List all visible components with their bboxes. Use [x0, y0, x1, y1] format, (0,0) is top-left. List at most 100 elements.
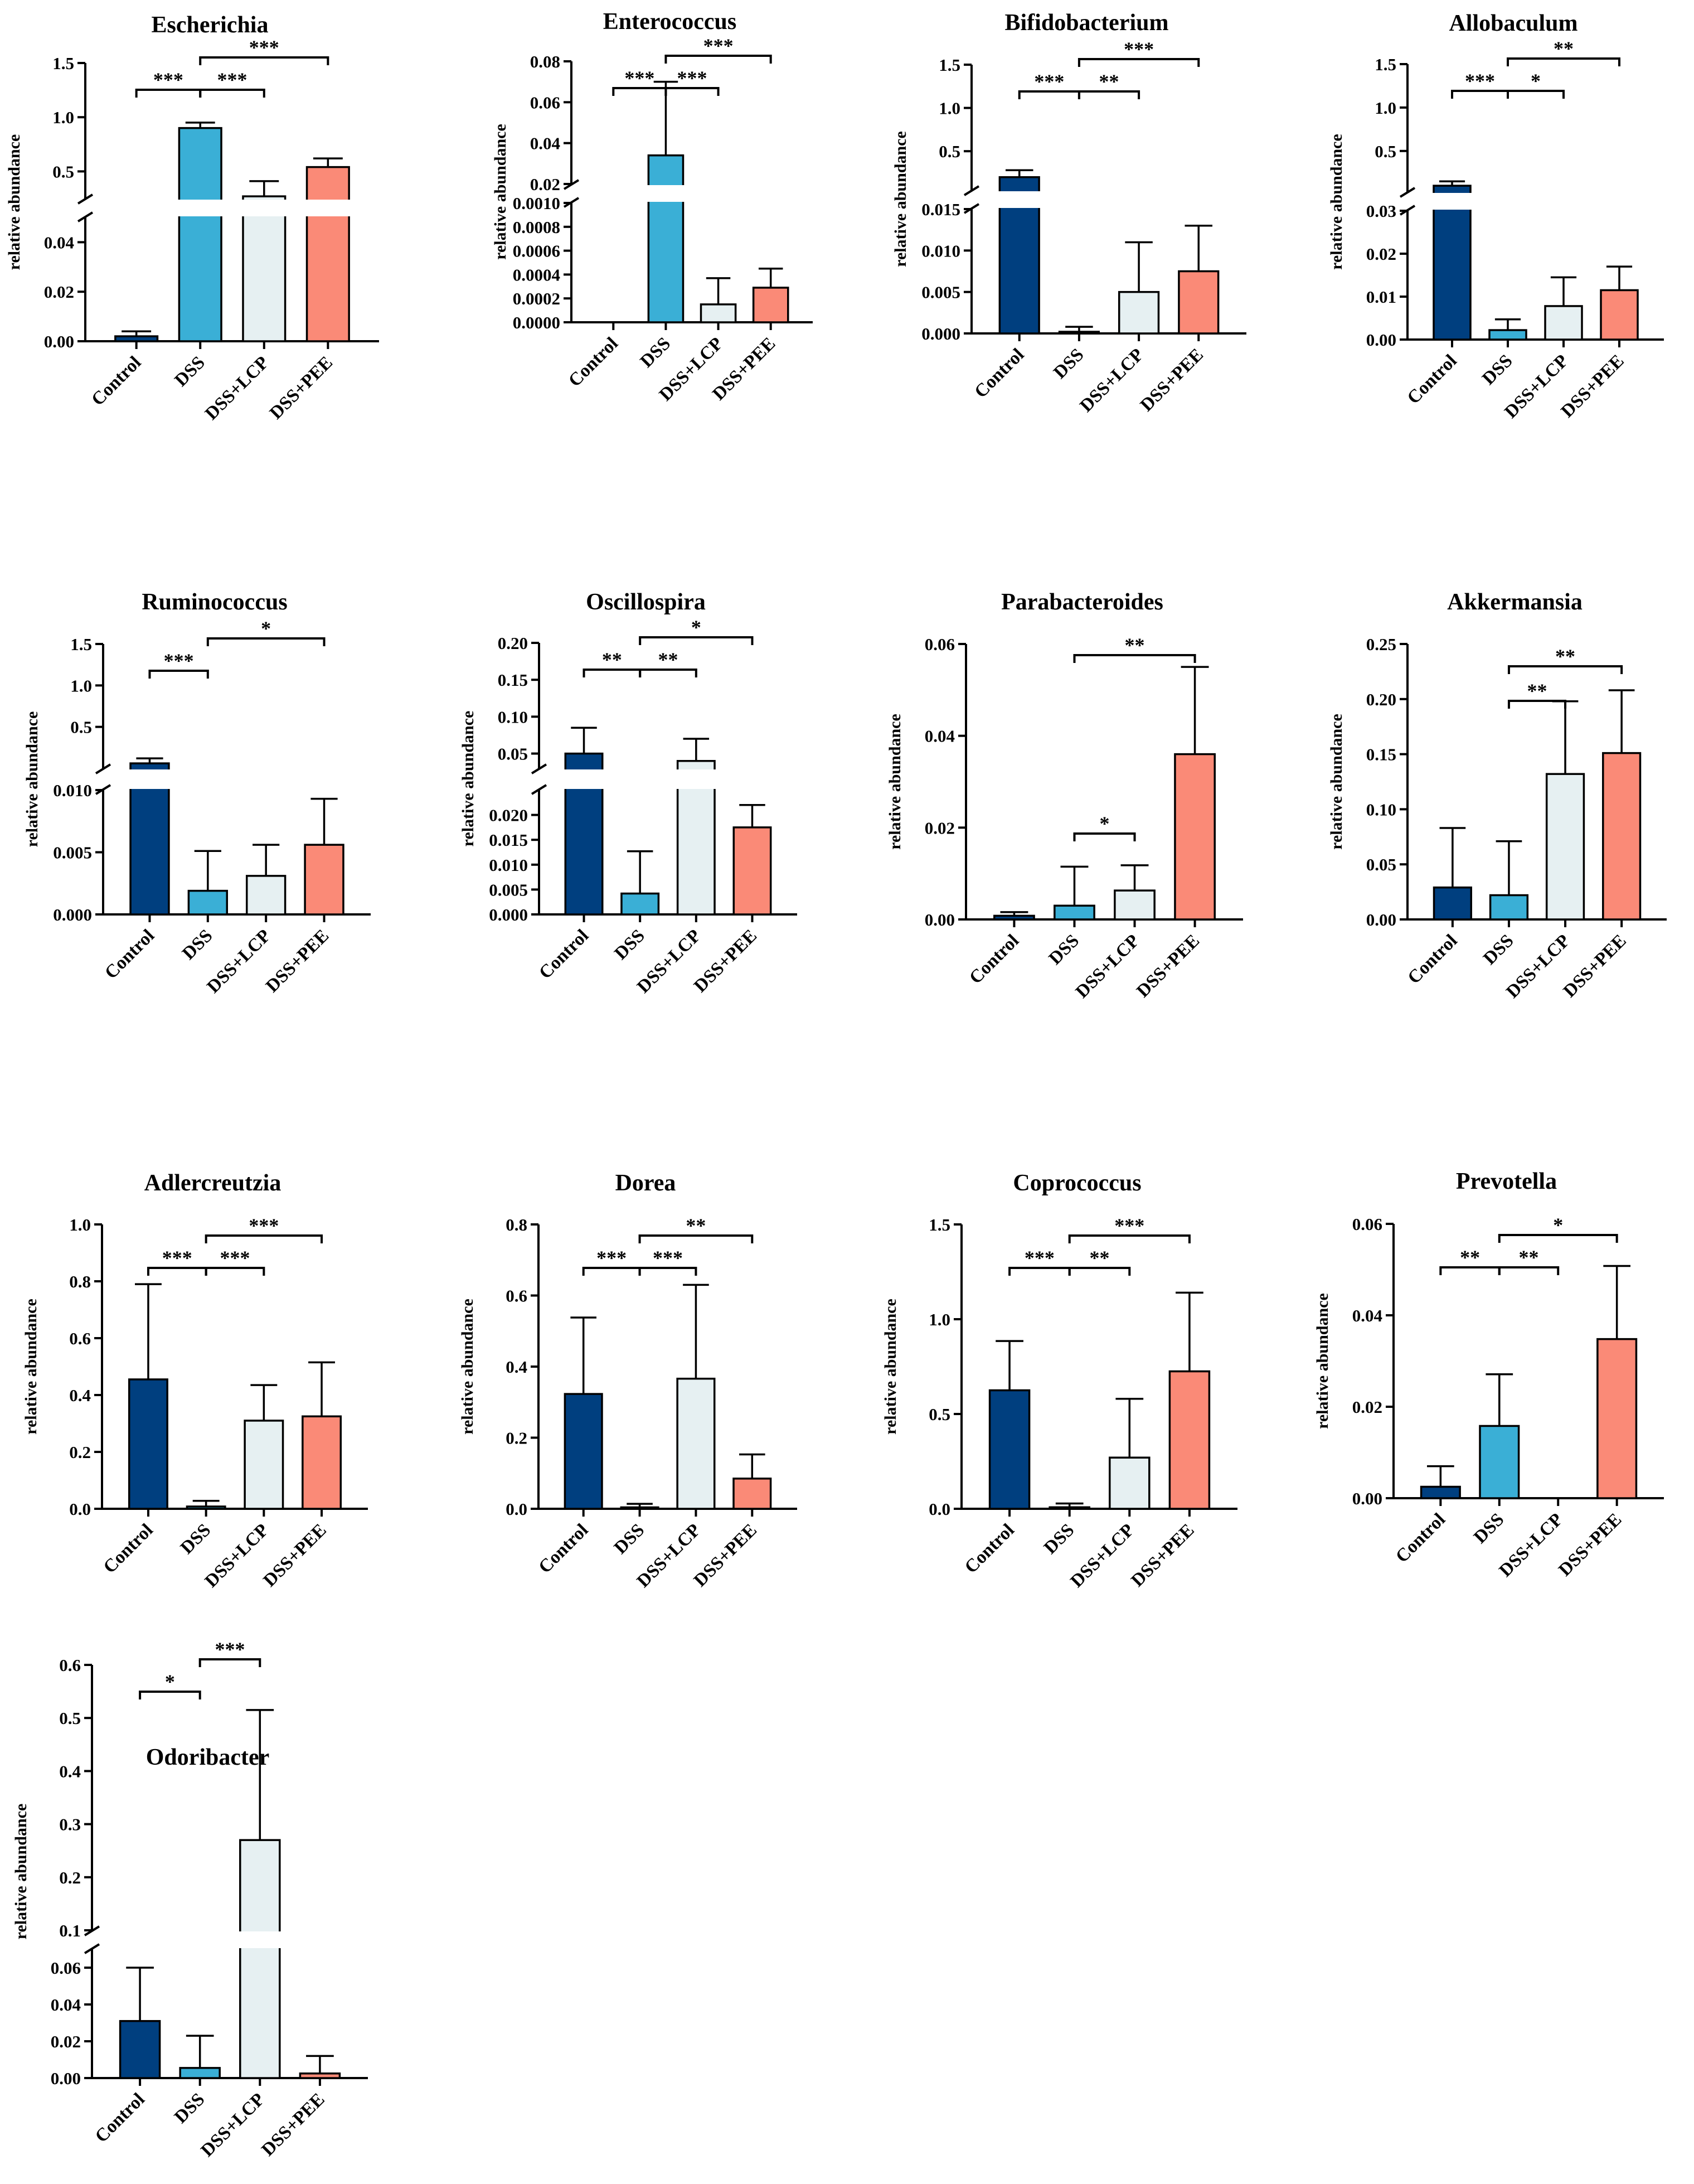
x-tick-label: DSS+PEE [258, 2089, 329, 2160]
y-tick-label: 0.6 [59, 1655, 81, 1675]
significance-label: *** [1465, 70, 1495, 92]
y-tick-label: 0.8 [506, 1215, 527, 1234]
panel-adlercreutzia: Adlercreutzia relative abundance 0.0 0.2 0.4… [22, 1170, 368, 1591]
y-tick-label: 1.5 [70, 635, 92, 654]
y-tick-label: 0.010 [489, 855, 528, 875]
x-tick-label: DSS+LCP [201, 352, 273, 424]
significance-label: * [1531, 70, 1541, 92]
chart-title: Escherichia [152, 12, 269, 38]
chart-title: Allobaculum [1449, 11, 1577, 36]
significance-label: *** [677, 67, 707, 89]
y-axis-label: relative abundance [891, 131, 910, 267]
bar-dss-lcp [676, 1377, 716, 1510]
bar-dss-pee [1174, 753, 1216, 921]
x-tick-label: DSS+LCP [1496, 1509, 1567, 1581]
significance-bracket [1077, 58, 1200, 67]
panel-oscillospira: Oscillospira relative abundance 0.000 0.005… [459, 589, 797, 997]
bar-dss-pee [1168, 1370, 1211, 1510]
bar-dss-pee [1600, 289, 1639, 341]
y-tick-label: 1.5 [52, 54, 74, 73]
significance-label: *** [153, 69, 183, 91]
significance-bracket [1068, 1234, 1191, 1243]
significance-label: * [1100, 812, 1110, 835]
y-tick-label: 1.0 [1375, 98, 1396, 118]
y-tick-label: 0.00 [1352, 1489, 1382, 1508]
significance-bracket [638, 1267, 697, 1276]
x-tick-label: DSS [611, 926, 649, 963]
significance-label: ** [1460, 1246, 1480, 1268]
x-tick-label: DSS+LCP [1072, 931, 1143, 1002]
bar-dss-lcp [1545, 773, 1585, 921]
significance-label: ** [602, 648, 622, 671]
bar-control [119, 2020, 161, 2079]
significance-bracket [205, 1267, 265, 1276]
bar-control [1420, 1485, 1461, 1499]
x-tick-label: DSS [171, 2089, 208, 2127]
x-tick-label: Control [1392, 1509, 1449, 1567]
y-tick-label: 1.0 [929, 1310, 950, 1329]
x-tick-label: Control [101, 926, 158, 983]
bar-dss [647, 154, 685, 323]
y-axis-label: relative abundance [1313, 1293, 1332, 1429]
x-tick-label: Control [965, 931, 1023, 988]
bar-dss-pee [752, 287, 789, 323]
chart-title: Adlercreutzia [144, 1170, 281, 1196]
x-tick-label: DSS [637, 333, 674, 371]
y-tick-label: 0.0 [69, 1499, 91, 1519]
bar-control [564, 1393, 603, 1510]
significance-bracket [148, 670, 209, 679]
significance-bracket [205, 1234, 323, 1243]
x-tick-label: DSS+PEE [262, 926, 333, 996]
y-tick-label: 0.00 [1366, 330, 1396, 350]
y-tick-label: 0.01 [1366, 287, 1396, 307]
x-tick-label: DSS [1478, 351, 1516, 389]
significance-label: ** [1555, 645, 1575, 667]
significance-label: *** [1124, 38, 1154, 60]
y-tick-label: 0.04 [51, 1995, 81, 2014]
y-tick-label: 0.06 [1352, 1214, 1382, 1234]
bar-dss-pee [305, 166, 350, 342]
significance-bracket [1439, 1266, 1501, 1275]
significance-bracket [1018, 90, 1080, 99]
bar-break-gap [564, 769, 604, 789]
significance-label: *** [596, 1247, 627, 1269]
y-tick-label: 0.000 [921, 324, 960, 343]
bar-dss-lcp [239, 1839, 281, 2079]
x-tick-label: DSS+LCP [1067, 1520, 1138, 1591]
significance-bracket [612, 87, 667, 96]
y-tick-label: 0.000 [489, 905, 528, 924]
bar-dss-pee [1178, 270, 1220, 335]
y-tick-label: 0.06 [51, 1958, 81, 1978]
y-axis-label: relative abundance [5, 134, 23, 270]
axis-break-mark [95, 784, 111, 795]
significance-label: *** [653, 1247, 683, 1269]
panel-parabacteroides: Parabacteroides relative abundance 0.00 0.0… [886, 589, 1243, 1002]
y-tick-label: 0.05 [1366, 855, 1396, 874]
y-tick-label: 0.20 [498, 633, 528, 653]
y-tick-label: 1.0 [70, 676, 92, 695]
y-tick-label: 0.0000 [513, 313, 560, 332]
y-tick-label: 0.2 [506, 1428, 527, 1448]
significance-label: *** [217, 69, 247, 91]
y-tick-label: 0.00 [44, 332, 74, 351]
y-tick-label: 1.0 [69, 1215, 91, 1234]
bar-control [114, 335, 159, 342]
y-tick-label: 0.5 [70, 718, 92, 737]
panel-escherichia: Escherichia relative abundance 0.00 0.02 0.0… [5, 12, 379, 424]
significance-label: *** [164, 650, 194, 672]
y-tick-label: 0.15 [1366, 745, 1396, 764]
bar-break-gap [998, 191, 1041, 208]
bar-control [1433, 886, 1472, 921]
panel-ruminococcus: Ruminococcus relative abundance 0.000 0.005… [23, 589, 371, 997]
bar-control [1433, 185, 1472, 341]
significance-label: * [691, 616, 701, 638]
bar-dss-lcp [1544, 305, 1583, 341]
bar-break-gap [238, 1931, 281, 1948]
x-tick-label: DSS [1050, 345, 1088, 382]
axis-break-mark [77, 193, 94, 205]
x-tick-label: DSS+PEE [260, 1520, 331, 1591]
significance-label: ** [658, 648, 678, 671]
y-tick-label: 0.0 [929, 1499, 950, 1519]
panel-dorea: Dorea relative abundance 0.0 0.2 0.4 0.6 0.8 Co… [458, 1170, 797, 1591]
y-tick-label: 0.5 [929, 1405, 950, 1424]
